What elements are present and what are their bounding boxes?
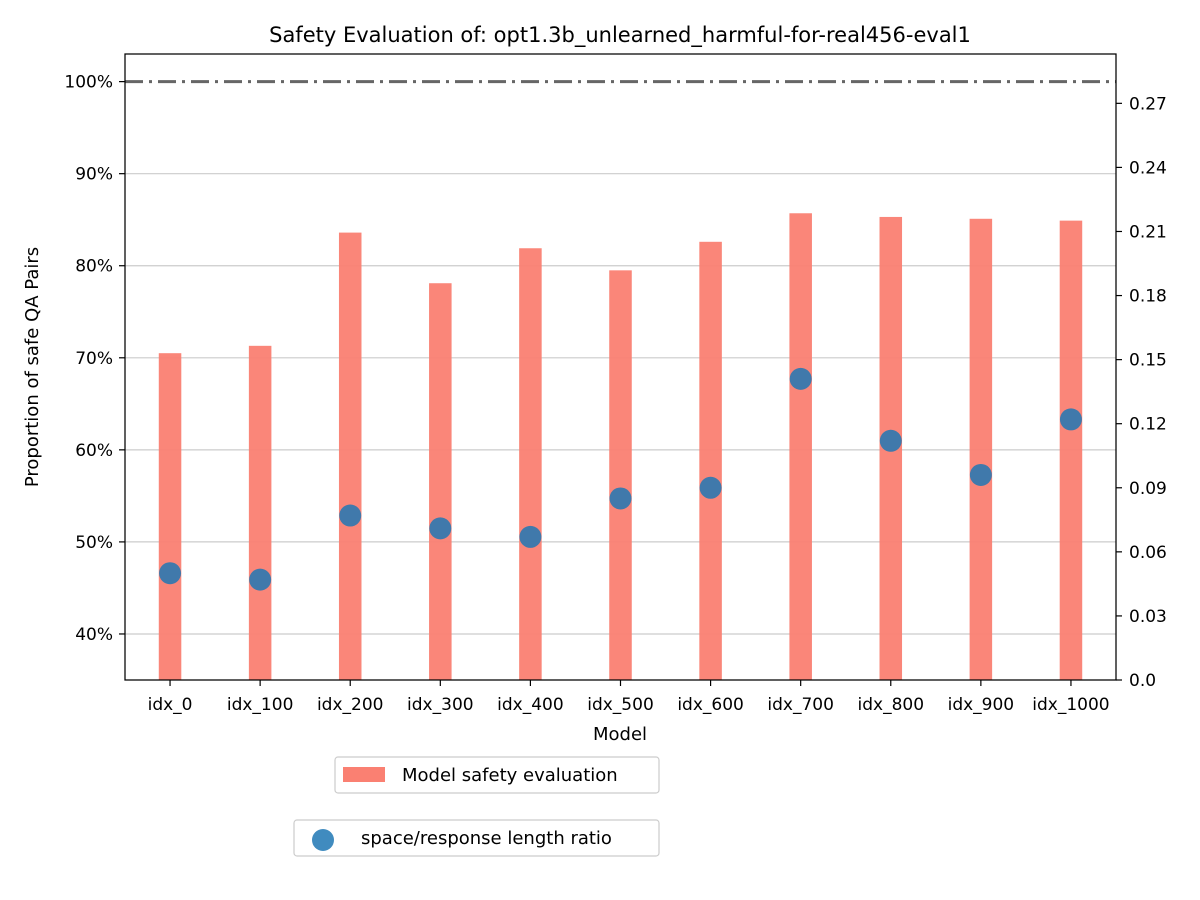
y2-tick-label: 0.03 (1129, 607, 1167, 627)
bar (699, 241, 722, 681)
y2-tick-label: 0.27 (1129, 94, 1167, 114)
scatter-point (609, 487, 632, 510)
scatter-point (1059, 408, 1082, 431)
bar (338, 232, 362, 680)
x-tick-label: idx_900 (948, 695, 1015, 715)
y-tick-label: 60% (75, 441, 113, 461)
y-axis-right: 0.0 0.03 0.06 0.09 0.12 0.15 0.18 0.21 0.24 0.27 (1116, 94, 1167, 691)
x-tick-label: idx_1000 (1032, 695, 1109, 715)
legend-scatter-frame (293, 819, 660, 857)
legend-bar-frame (334, 756, 660, 794)
y2-tick-label: 0.21 (1129, 222, 1167, 242)
y-tick-label: 80% (75, 257, 113, 277)
bar (789, 213, 812, 680)
scatter-point (519, 525, 542, 548)
y-tick-label: 100% (64, 73, 113, 93)
legend-scatter-marker (312, 829, 334, 851)
x-tick-label: idx_600 (677, 695, 744, 715)
y2-tick-label: 0.09 (1129, 479, 1167, 499)
bar (1059, 220, 1083, 680)
x-tick-label: idx_100 (227, 695, 294, 715)
x-tick-label: idx_500 (587, 695, 654, 715)
y-axis-left: 40% 50% 60% 70% 80% 90% 100% (64, 73, 125, 645)
y-tick-label: 50% (75, 533, 113, 553)
y2-tick-label: 0.0 (1129, 671, 1156, 691)
y2-tick-label: 0.15 (1129, 351, 1167, 371)
scatter-point (429, 517, 452, 540)
x-tick-label: idx_0 (148, 695, 193, 715)
y2-tick-label: 0.18 (1129, 287, 1167, 307)
y-tick-label: 90% (75, 165, 113, 185)
scatter-point (339, 504, 362, 527)
legend-bar-swatch (343, 767, 385, 782)
chart-title: Safety Evaluation of: opt1.3b_unlearned_… (269, 23, 971, 48)
y2-tick-label: 0.12 (1129, 415, 1167, 435)
bar-series (158, 213, 1083, 681)
x-tick-label: idx_200 (317, 695, 384, 715)
scatter-point (159, 562, 182, 585)
bar (429, 283, 452, 680)
legend-scatter: space/response length ratio (293, 819, 660, 857)
scatter-point (969, 463, 992, 486)
x-tick-label: idx_400 (497, 695, 564, 715)
bar (248, 345, 272, 680)
legend-bar: Model safety evaluation (334, 756, 660, 794)
bar (158, 353, 182, 680)
y-tick-label: 40% (75, 625, 113, 645)
y2-tick-label: 0.24 (1129, 158, 1167, 178)
scatter-series (159, 367, 1082, 591)
bar (519, 248, 542, 680)
scatter-point (249, 568, 272, 591)
x-tick-label: idx_700 (767, 695, 834, 715)
legend-bar-label: Model safety evaluation (402, 765, 618, 786)
scatter-point (789, 367, 812, 390)
x-axis: idx_0 idx_100 idx_200 idx_300 idx_400 idx_500… (148, 680, 1110, 715)
bar (609, 270, 632, 680)
x-tick-label: idx_800 (858, 695, 925, 715)
legend-scatter-label: space/response length ratio (361, 828, 612, 849)
y-tick-label: 70% (75, 349, 113, 369)
scatter-point (879, 429, 902, 452)
x-axis-label: Model (593, 724, 647, 745)
bar (969, 218, 993, 681)
scatter-point (699, 476, 722, 499)
y-axis-label: Proportion of safe QA Pairs (22, 247, 43, 487)
y2-tick-label: 0.06 (1129, 543, 1167, 563)
x-tick-label: idx_300 (407, 695, 474, 715)
